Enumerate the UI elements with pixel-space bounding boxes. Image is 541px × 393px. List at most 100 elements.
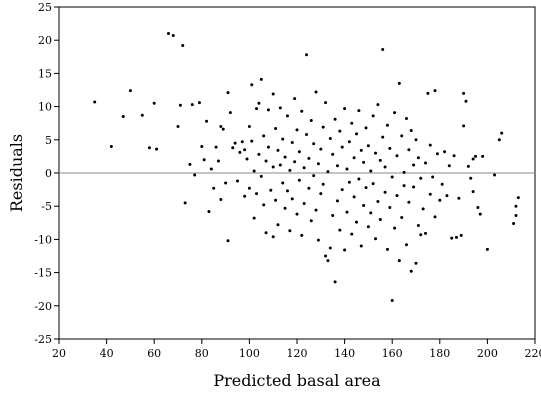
data-point: [121, 115, 125, 119]
data-point: [393, 226, 397, 230]
data-point: [376, 103, 380, 107]
data-point: [226, 91, 230, 95]
y-tick-label: 25: [38, 1, 52, 14]
data-point: [243, 148, 247, 152]
data-point: [383, 190, 387, 194]
data-point: [152, 101, 156, 105]
x-axis-ticks: 20 40 60 80 100 120 140 160 180 200 220: [52, 339, 541, 360]
data-point: [259, 174, 263, 178]
data-point: [450, 236, 454, 240]
data-point: [271, 165, 275, 169]
data-point: [216, 159, 220, 163]
y-tick-label: 10: [38, 101, 52, 114]
data-point: [345, 167, 349, 171]
data-point: [355, 132, 358, 136]
data-point: [212, 186, 216, 190]
data-point: [431, 175, 435, 179]
data-point: [424, 231, 428, 235]
data-point: [352, 156, 356, 160]
data-point: [252, 169, 256, 173]
y-tick-label: 20: [38, 34, 52, 47]
data-point: [409, 269, 413, 273]
data-point: [278, 106, 282, 110]
data-point: [474, 154, 477, 158]
data-point: [340, 145, 344, 149]
data-point: [181, 44, 185, 48]
data-point: [514, 204, 518, 208]
data-point: [257, 101, 261, 105]
data-point: [352, 195, 356, 199]
data-point: [433, 89, 437, 93]
data-point: [176, 125, 180, 129]
data-point: [378, 158, 382, 162]
data-point: [364, 186, 368, 190]
data-point: [281, 181, 285, 185]
data-point: [328, 136, 332, 140]
data-point: [255, 192, 259, 196]
data-point: [93, 100, 97, 104]
data-point: [514, 213, 518, 217]
data-point: [319, 192, 323, 196]
x-axis-title: Predicted basal area: [213, 371, 381, 390]
data-point: [300, 109, 304, 113]
data-point: [355, 220, 358, 224]
data-point: [388, 146, 392, 150]
data-point: [243, 194, 247, 198]
data-point: [271, 235, 275, 239]
y-axis-title: Residuals: [7, 134, 26, 212]
data-point: [350, 232, 354, 236]
data-point: [471, 157, 475, 161]
data-point: [288, 168, 292, 172]
x-tick-label: 120: [287, 347, 308, 360]
data-point: [269, 188, 273, 192]
data-point: [224, 181, 228, 185]
data-point: [250, 139, 254, 143]
data-point: [193, 173, 197, 177]
data-point: [409, 129, 413, 133]
data-point: [312, 174, 316, 178]
data-point: [245, 157, 249, 161]
data-point: [362, 204, 366, 208]
data-point: [309, 219, 313, 223]
data-point: [428, 192, 432, 196]
data-point: [300, 233, 304, 237]
data-point: [314, 90, 318, 94]
data-point: [347, 180, 351, 184]
data-point: [476, 206, 480, 210]
data-point: [350, 121, 354, 125]
data-point: [424, 161, 428, 165]
data-point: [371, 114, 375, 118]
x-tick-label: 100: [239, 347, 260, 360]
data-point: [464, 99, 468, 103]
y-tick-label: -25: [34, 333, 52, 346]
data-point: [166, 32, 170, 36]
data-point: [316, 162, 320, 166]
data-point: [295, 128, 299, 132]
data-point: [416, 156, 420, 160]
data-point: [414, 138, 418, 142]
data-point: [447, 164, 451, 168]
data-point: [333, 280, 337, 284]
data-point: [274, 198, 278, 202]
data-point: [305, 132, 309, 136]
data-point: [178, 103, 182, 107]
data-point: [345, 210, 349, 214]
data-point: [359, 244, 363, 248]
data-point: [155, 147, 159, 151]
data-point: [231, 146, 235, 150]
data-point: [324, 254, 328, 258]
data-point: [297, 150, 301, 154]
data-point: [371, 182, 375, 186]
data-point: [276, 223, 280, 227]
data-point: [283, 206, 287, 210]
data-point: [364, 126, 368, 130]
data-point: [366, 225, 370, 229]
data-point: [247, 125, 251, 129]
data-point: [362, 160, 366, 164]
data-point: [209, 167, 213, 171]
y-tick-label: -20: [34, 300, 52, 313]
y-tick-label: 0: [45, 167, 52, 180]
data-point: [393, 111, 397, 115]
data-point: [416, 223, 420, 227]
data-point: [302, 166, 306, 170]
